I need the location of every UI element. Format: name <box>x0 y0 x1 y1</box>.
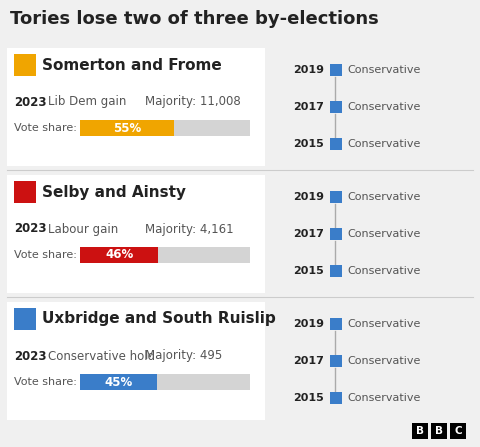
Text: B: B <box>435 426 443 436</box>
Text: 2017: 2017 <box>293 356 324 366</box>
Text: B: B <box>416 426 424 436</box>
Bar <box>14 308 36 330</box>
Bar <box>80 120 173 136</box>
Bar <box>330 191 342 203</box>
Text: Vote share:: Vote share: <box>14 250 77 260</box>
Text: Conservative: Conservative <box>347 192 420 202</box>
Bar <box>80 247 158 263</box>
Text: 2019: 2019 <box>293 192 324 202</box>
Bar <box>412 423 428 439</box>
Text: Conservative: Conservative <box>347 319 420 329</box>
Bar <box>330 138 342 150</box>
Text: Tories lose two of three by-elections: Tories lose two of three by-elections <box>10 10 379 28</box>
Text: 2023: 2023 <box>14 350 47 363</box>
Text: Selby and Ainsty: Selby and Ainsty <box>42 185 186 199</box>
Text: 2023: 2023 <box>14 96 47 109</box>
Text: Conservative: Conservative <box>347 139 420 149</box>
Text: Majority: 4,161: Majority: 4,161 <box>145 223 234 236</box>
Text: Conservative: Conservative <box>347 65 420 75</box>
Bar <box>80 247 250 263</box>
Bar <box>431 423 447 439</box>
Text: C: C <box>454 426 462 436</box>
Text: 2015: 2015 <box>293 139 324 149</box>
Text: Conservative: Conservative <box>347 266 420 276</box>
Bar <box>14 54 36 76</box>
Text: 46%: 46% <box>105 249 133 261</box>
Bar <box>330 355 342 367</box>
Text: 2017: 2017 <box>293 229 324 239</box>
Bar <box>14 181 36 203</box>
Bar <box>7 48 265 166</box>
Text: Somerton and Frome: Somerton and Frome <box>42 58 222 72</box>
Text: 2019: 2019 <box>293 319 324 329</box>
Bar <box>80 374 156 390</box>
Text: Majority: 11,008: Majority: 11,008 <box>145 96 241 109</box>
Bar <box>80 374 250 390</box>
Text: Conservative: Conservative <box>347 102 420 112</box>
Text: 2015: 2015 <box>293 393 324 403</box>
Text: 2015: 2015 <box>293 266 324 276</box>
Bar <box>330 64 342 76</box>
Bar <box>330 101 342 113</box>
Bar <box>7 175 265 293</box>
Bar <box>330 228 342 240</box>
Bar <box>330 318 342 330</box>
Bar <box>330 392 342 404</box>
Bar <box>330 265 342 277</box>
Text: Majority: 495: Majority: 495 <box>145 350 222 363</box>
Bar <box>7 302 265 420</box>
Text: 55%: 55% <box>113 122 141 135</box>
Text: Lib Dem gain: Lib Dem gain <box>48 96 126 109</box>
Text: Conservative: Conservative <box>347 229 420 239</box>
Text: Conservative: Conservative <box>347 393 420 403</box>
Text: 2023: 2023 <box>14 223 47 236</box>
Text: Conservative hold: Conservative hold <box>48 350 155 363</box>
Bar <box>80 120 250 136</box>
Text: Labour gain: Labour gain <box>48 223 118 236</box>
Text: Uxbridge and South Ruislip: Uxbridge and South Ruislip <box>42 312 276 326</box>
Bar <box>450 423 466 439</box>
Text: 2019: 2019 <box>293 65 324 75</box>
Text: 45%: 45% <box>104 375 132 388</box>
Text: Vote share:: Vote share: <box>14 377 77 387</box>
Text: Vote share:: Vote share: <box>14 123 77 133</box>
Text: 2017: 2017 <box>293 102 324 112</box>
Text: Conservative: Conservative <box>347 356 420 366</box>
